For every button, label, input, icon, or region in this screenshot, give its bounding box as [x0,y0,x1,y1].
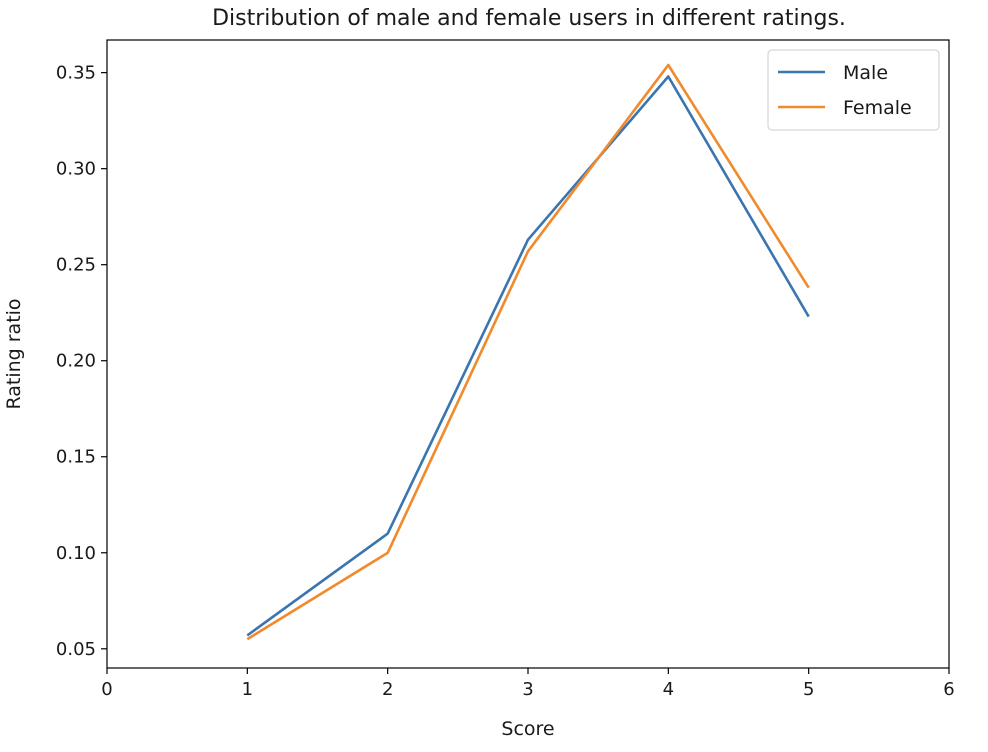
y-tick-label: 0.10 [56,543,96,564]
legend: Male Female [767,49,940,131]
chart-title: Distribution of male and female users in… [212,6,846,31]
x-tick-label: 6 [943,679,954,700]
x-tick-label: 2 [382,679,393,700]
y-axis-ticks: 0.05 0.10 0.15 0.20 0.25 0.30 0.35 [56,63,107,660]
y-tick-label: 0.35 [56,63,96,84]
x-tick-label: 1 [242,679,253,700]
x-axis-label: Score [501,718,554,740]
y-tick-label: 0.30 [56,159,96,180]
x-tick-label: 4 [663,679,674,700]
series-lines [246,63,810,641]
x-tick-label: 3 [522,679,533,700]
y-tick-label: 0.05 [56,639,96,660]
x-tick-label: 0 [101,679,112,700]
series-line-female [246,63,810,641]
y-tick-label: 0.25 [56,255,96,276]
x-tick-label: 5 [803,679,814,700]
legend-label-male: Male [843,62,888,84]
plot-area-frame [106,39,950,669]
series-line-male [246,75,810,637]
y-tick-label: 0.20 [56,351,96,372]
x-axis-ticks: 0 1 2 3 4 5 6 [101,668,955,700]
y-axis-label: Rating ratio [3,298,25,409]
legend-box [767,49,940,131]
legend-label-female: Female [843,97,912,119]
y-tick-label: 0.15 [56,447,96,468]
